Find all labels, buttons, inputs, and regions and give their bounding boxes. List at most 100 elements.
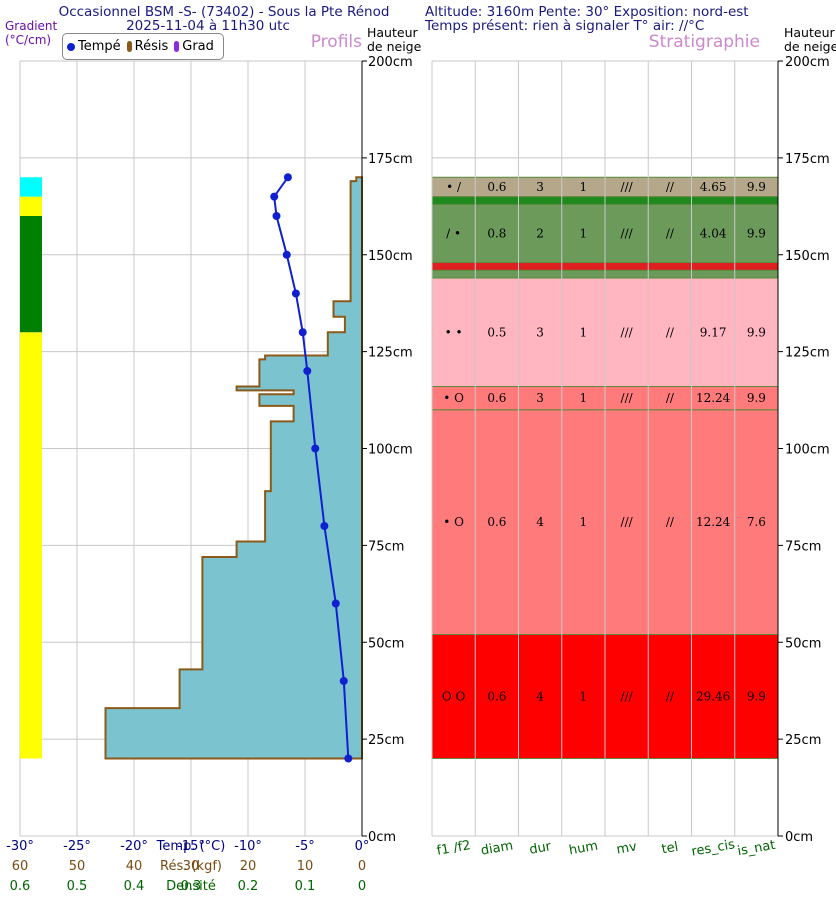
x-axis-tick-label: 0.6 <box>10 879 31 894</box>
strat-cell: 1 <box>580 180 588 194</box>
legend-item-grad: Grad <box>174 39 214 54</box>
x-axis-tick-label: 0.4 <box>124 879 145 894</box>
right-axis-tick-label: 50cm <box>785 636 821 651</box>
left-axis-tick-label: 25cm <box>368 733 404 748</box>
temperature-point <box>270 192 279 201</box>
legend-label-res: Résis <box>134 39 169 54</box>
strat-cell: 0.5 <box>487 325 506 339</box>
temperature-point <box>331 599 340 608</box>
left-grid <box>19 60 363 837</box>
gradient-segment <box>20 216 42 333</box>
gradient-segment <box>20 196 42 216</box>
temperature-point <box>282 250 291 259</box>
right-axis-tick-label: 75cm <box>785 539 821 554</box>
strat-cell: 3 <box>536 180 544 194</box>
x-axis-tick-label: 0 <box>358 859 366 874</box>
strat-cell: /// <box>621 180 634 194</box>
strat-cell: 1 <box>580 391 588 405</box>
strat-cell: O O <box>442 690 466 704</box>
strat-cell: // <box>666 391 675 405</box>
x-axis-tick-label: 0.2 <box>238 879 259 894</box>
bottom-axes: -30° -25° -20° -15° -10° -5° 0° Temp. (°C) 60 50 4… <box>6 839 369 894</box>
strat-cell: 9.9 <box>747 325 766 339</box>
right-axis-tick-label: 25cm <box>785 733 821 748</box>
strat-cell: /// <box>621 325 634 339</box>
strat-cell: 1 <box>580 515 588 529</box>
temperature-point <box>339 677 348 685</box>
strat-cell: // <box>666 180 675 194</box>
height-label-left-2: de neige <box>367 39 422 54</box>
strat-column-header: hum <box>568 839 599 859</box>
gradient-marker-icon <box>174 41 180 52</box>
right-height-axis: 0cm 25cm 50cm 75cm 100cm 125cm 150cm 175cm 200cm <box>777 55 830 845</box>
x-axis-tick-label: 50 <box>69 859 86 874</box>
left-axis-tick-label: 125cm <box>368 346 413 361</box>
left-axis-tick-label: 175cm <box>368 152 413 167</box>
x-axis-tick-label: 0 <box>358 879 366 894</box>
x-axis-tick-label: -30° <box>6 839 34 854</box>
temperature-point <box>344 754 353 763</box>
strat-cell: 12.24 <box>696 391 731 405</box>
strat-cell: 9.9 <box>747 690 766 704</box>
gradient-unit: (°C/cm) <box>5 33 51 47</box>
strat-cell: / • <box>446 226 461 240</box>
x-axis-label: Densité <box>166 879 216 894</box>
strat-cell: 3 <box>536 325 544 339</box>
resistance-marker-icon <box>126 41 132 52</box>
profils-title: Profils <box>311 32 362 52</box>
x-axis-label: Rés. (kgf) <box>160 859 222 874</box>
strat-cell: 0.6 <box>487 690 506 704</box>
temp-marker-icon <box>67 42 75 51</box>
legend-item-res: Résis <box>126 39 169 54</box>
x-axis-tick-label: 40 <box>126 859 143 874</box>
strat-cell: 1 <box>580 226 588 240</box>
x-axis-tick-label: 0.1 <box>295 879 316 894</box>
resistance-profile <box>104 176 363 760</box>
left-height-axis: 0cm 25cm 50cm 75cm 100cm 125cm 150cm 175cm 200cm <box>361 55 413 845</box>
right-axis-tick-label: 125cm <box>785 346 830 361</box>
title-line1: Occasionnel BSM -S- (73402) - Sous la Pt… <box>59 4 390 20</box>
strat-cell: 1 <box>580 325 588 339</box>
strat-cell: // <box>666 325 675 339</box>
x-axis-tick-label: 30 <box>183 859 200 874</box>
legend-label-temp: Tempé <box>78 39 121 54</box>
x-axis-tick-label: 0.3 <box>181 879 202 894</box>
strat-cell: 4.04 <box>700 226 727 240</box>
x-axis-label: Temp. (°C) <box>156 839 226 854</box>
strat-cell: 2 <box>536 226 544 240</box>
strat-cell: /// <box>621 226 634 240</box>
strat-cell: 7.6 <box>747 515 766 529</box>
strat-cell: 9.9 <box>747 180 766 194</box>
left-axis-tick-label: 100cm <box>368 443 413 458</box>
height-label-right-1: Hauteur <box>784 25 835 40</box>
right-axis-tick-label: 175cm <box>785 152 830 167</box>
strat-cell: 0.6 <box>487 515 506 529</box>
legend: Tempé Résis Grad <box>62 33 224 60</box>
strat-cell: • / <box>446 180 462 194</box>
gradient-segment <box>20 177 42 197</box>
strat-cell: 4.65 <box>700 180 727 194</box>
strat-cell: 4 <box>536 690 544 704</box>
x-axis-tick-label: -10° <box>234 839 262 854</box>
altitude-line: Altitude: 3160m Pente: 30° Exposition: n… <box>425 4 749 20</box>
strat-cell: 9.9 <box>747 391 766 405</box>
strat-cell: /// <box>621 690 634 704</box>
left-axis-tick-label: 200cm <box>368 55 413 70</box>
strat-cell: 29.46 <box>696 690 730 704</box>
strat-cell: 1 <box>580 690 588 704</box>
strat-cell: /// <box>621 515 634 529</box>
title-line2: 2025-11-04 à 11h30 utc <box>126 18 290 34</box>
x-axis-tick-label: -20° <box>120 839 148 854</box>
resistance-area <box>104 176 363 760</box>
stratigraphie-title: Stratigraphie <box>649 32 760 52</box>
strat-column-header: mv <box>615 839 638 857</box>
x-axis-tick-label: 20 <box>240 859 257 874</box>
strat-cell: • O <box>443 515 464 529</box>
temperature-point <box>291 289 300 298</box>
strat-cell: 4 <box>536 515 544 529</box>
height-label-right-2: de neige <box>784 39 836 54</box>
strat-cell: 9.9 <box>747 226 766 240</box>
strat-cell: 0.6 <box>487 180 506 194</box>
strat-column-header: is_nat <box>736 838 776 859</box>
